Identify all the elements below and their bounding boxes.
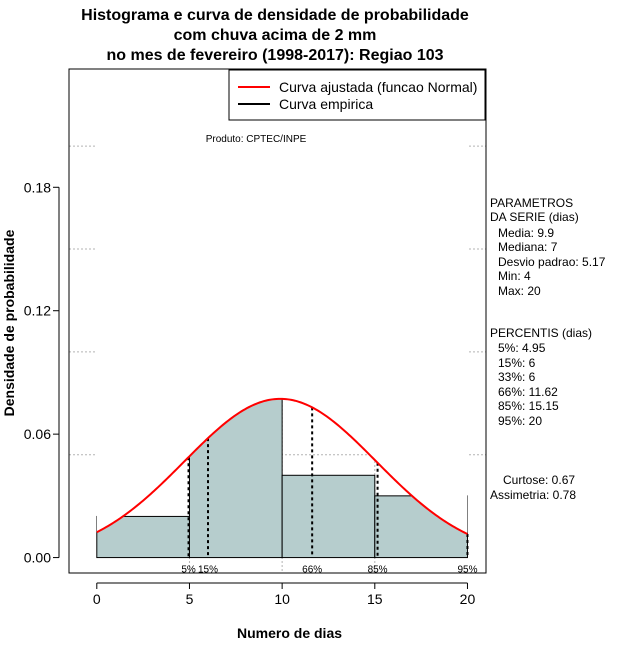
legend-label-fit: Curva ajustada (funcao Normal) xyxy=(279,79,477,95)
legend-label-empirical: Curva empirica xyxy=(279,96,373,112)
percentile-label-85: 85% xyxy=(368,565,388,576)
percentile-label-66: 66% xyxy=(302,565,322,576)
x-tick-label-20: 20 xyxy=(460,591,476,607)
percentil-66: 66%: 11.62 xyxy=(498,385,558,399)
percentis-heading: PERCENTIS (dias) xyxy=(490,326,593,340)
chart-title-line-2: com chuva acima de 2 mm xyxy=(173,27,377,44)
x-tick-label-15: 15 xyxy=(367,591,383,607)
percentil-85: 85%: 15.15 xyxy=(498,399,559,413)
y-tick-label-0.18: 0.18 xyxy=(24,179,51,195)
curve-above-mask xyxy=(96,69,468,535)
y-tick-label-0.00: 0.00 xyxy=(24,550,51,566)
x-tick-label-0: 0 xyxy=(93,591,101,607)
product-credit: Produto: CPTEC/INPE xyxy=(206,134,307,145)
histogram-bar-1 xyxy=(96,515,190,559)
param-media: Media: 9.9 xyxy=(498,226,555,240)
x-tick-label-5: 5 xyxy=(186,591,194,607)
plot-border xyxy=(68,68,487,574)
chart-title-line-1: Histograma e curva de densidade de proba… xyxy=(81,7,469,24)
percentile-label-15: 15% xyxy=(198,565,218,576)
histogram-bar-3 xyxy=(281,474,376,559)
chart-title-line-3: no mes de fevereiro (1998-2017): Regiao … xyxy=(106,47,444,64)
y-tick-label-0.06: 0.06 xyxy=(24,426,51,442)
percentil-5: 5%: 4.95 xyxy=(498,341,546,355)
parametros-heading-2: DA SERIE (dias) xyxy=(490,210,579,224)
param-max: Max: 20 xyxy=(498,284,541,298)
fit-curve-line xyxy=(96,397,468,535)
percentile-label-5: 5% xyxy=(181,565,196,576)
percentil-95: 95%: 20 xyxy=(498,414,543,428)
x-tick-label-10: 10 xyxy=(274,591,290,607)
percentil-33: 33%: 6 xyxy=(498,370,536,384)
param-min: Min: 4 xyxy=(498,269,531,283)
curtose: Curtose: 0.67 xyxy=(503,473,576,487)
param-desvio: Desvio padrao: 5.17 xyxy=(498,255,606,269)
y-axis-title: Densidade de probabilidade xyxy=(1,229,17,416)
legend-box xyxy=(228,69,486,121)
x-axis-title: Numero de dias xyxy=(237,625,342,641)
percentil-15: 15%: 6 xyxy=(498,356,536,370)
param-mediana: Mediana: 7 xyxy=(498,240,558,254)
parametros-heading-1: PARAMETROS xyxy=(490,196,574,210)
y-tick-label-0.12: 0.12 xyxy=(24,303,51,319)
assimetria: Assimetria: 0.78 xyxy=(490,488,577,502)
percentile-label-95: 95% xyxy=(457,565,477,576)
